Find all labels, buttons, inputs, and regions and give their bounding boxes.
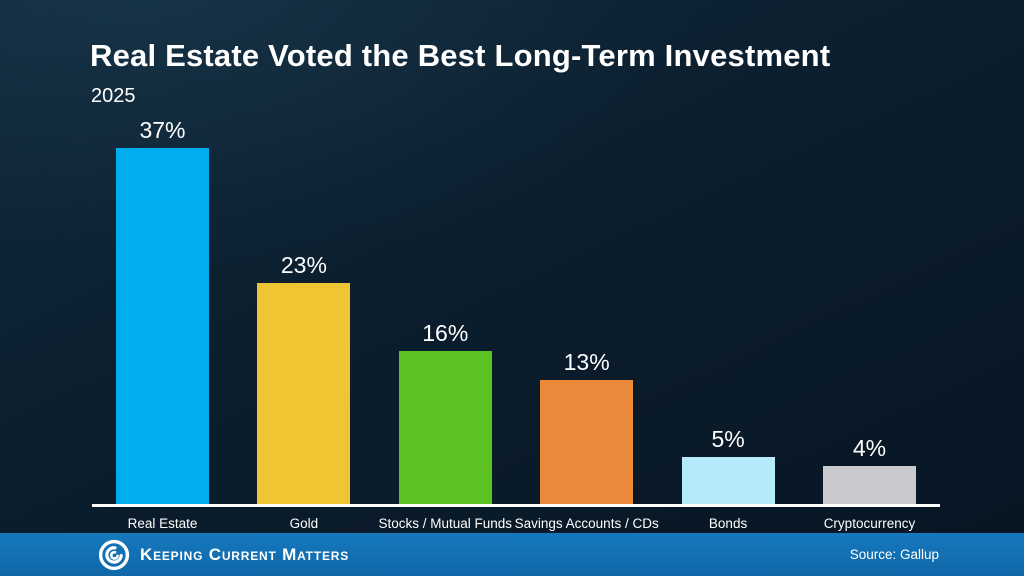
bar-value-label: 13% [563,349,610,375]
bar-value-label: 4% [852,435,887,461]
bar-value-label: 5% [711,426,745,452]
footer-bar: Keeping Current Matters Source: Gallup [0,533,1024,576]
x-axis-line [92,504,940,507]
brand-name: Keeping Current Matters [140,544,350,564]
bar [540,380,634,505]
kcm-swirl-logo-icon [98,539,130,570]
bar-group: 13% Savings Accounts / CDs [515,349,659,532]
chart-subtitle: 2025 [91,85,136,107]
bar-value-label: 16% [422,320,469,346]
bar-value-label: 23% [280,252,327,278]
bar [257,283,351,505]
bar-group: 23% Gold [257,252,351,531]
bar-category-label: Stocks / Mutual Funds [378,516,513,531]
bar-group: 16% Stocks / Mutual Funds [379,320,513,532]
bar-category-label: Savings Accounts / CDs [514,516,659,531]
bar-group: 4% Cryptocurrency [822,435,916,531]
bar-category-label: Gold [289,516,319,531]
bar-category-label: Bonds [708,516,748,531]
bar-chart: 37% Real Estate 23% Gold 16% Stocks / Mutual … [92,117,940,532]
brand-lockup: Keeping Current Matters [98,539,349,571]
bar [822,466,916,505]
chart-title: Real Estate Voted the Best Long-Term Inv… [90,38,831,73]
bar [681,457,775,505]
bar [116,148,209,505]
source-text: Source: Gallup [849,547,939,562]
bar [398,351,492,505]
bar-value-label: 37% [139,117,186,143]
bar-category-label: Cryptocurrency [823,516,916,531]
bar-series: 37% Real Estate 23% Gold 16% Stocks / Mutual … [92,117,940,532]
bar-category-label: Real Estate [127,516,198,531]
bar-group: 37% Real Estate [116,117,209,531]
bar-group: 5% Bonds [681,426,775,531]
